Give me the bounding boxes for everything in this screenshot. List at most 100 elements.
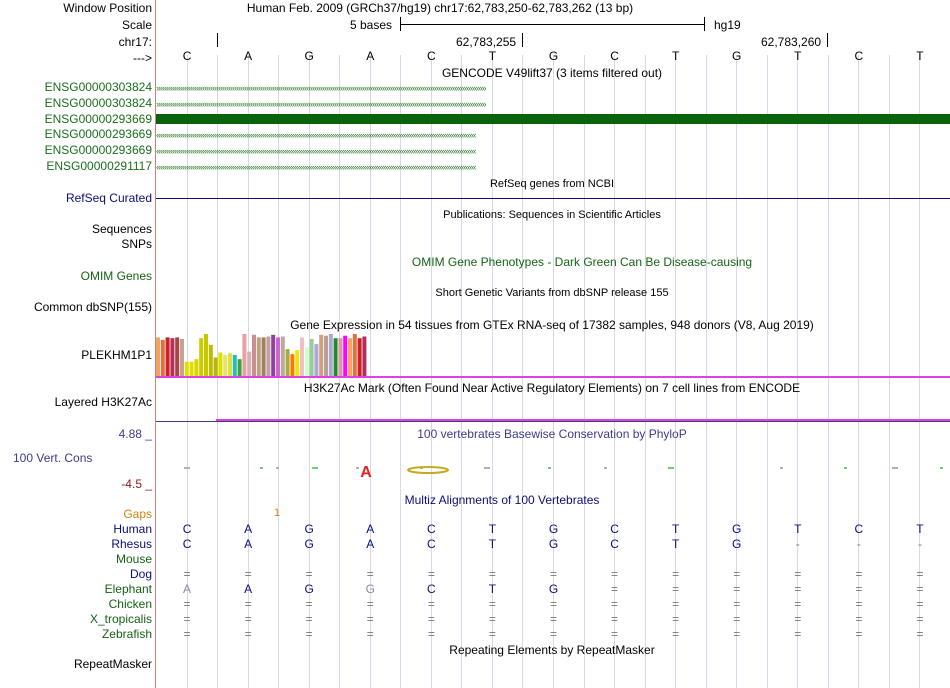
gtex-bar-chart[interactable] xyxy=(156,0,950,688)
gencode-transcript-5[interactable]: ‹‹‹‹‹‹‹‹‹‹‹‹‹‹‹‹‹‹‹‹‹‹‹‹‹‹‹‹‹‹‹‹‹‹‹‹‹‹‹‹… xyxy=(156,146,477,156)
gtex-bar[interactable] xyxy=(208,344,213,376)
gtex-bar[interactable] xyxy=(304,347,309,376)
repeatmasker-title[interactable]: Repeating Elements by RepeatMasker xyxy=(449,643,655,657)
h3k27ac-title[interactable]: H3K27Ac Mark (Often Found Near Active Re… xyxy=(303,381,801,395)
gencode-transcript-6[interactable]: ‹‹‹‹‹‹‹‹‹‹‹‹‹‹‹‹‹‹‹‹‹‹‹‹‹‹‹‹‹‹‹‹‹‹‹‹‹‹‹‹… xyxy=(156,162,477,172)
gtex-bar[interactable] xyxy=(300,337,304,376)
refseq-gene-line[interactable] xyxy=(156,198,950,199)
alignment-base: = xyxy=(611,612,619,626)
label-species-zebrafish[interactable]: Zebrafish xyxy=(101,627,152,641)
browser-track-image[interactable]: Human Feb. 2009 (GRCh37/hg19) chr17:62,7… xyxy=(156,0,950,688)
gtex-bar[interactable] xyxy=(333,338,338,376)
label-species-rhesus[interactable]: Rhesus xyxy=(111,537,152,551)
alignment-base: G xyxy=(304,522,314,536)
gencode-transcript-1[interactable]: ››››››››››››››››››››››››››››››››››››››››… xyxy=(156,83,487,93)
label-sequences[interactable]: Sequences xyxy=(91,222,152,236)
label-gencode-5[interactable]: ENSG00000293669 xyxy=(44,143,152,157)
gtex-bar[interactable] xyxy=(184,361,189,376)
gtex-bar[interactable] xyxy=(223,355,228,376)
gtex-bar[interactable] xyxy=(324,335,328,376)
gtex-bar[interactable] xyxy=(228,353,232,376)
refseq-title[interactable]: RefSeq genes from NCBI xyxy=(489,178,615,190)
gencode-title[interactable]: GENCODE V49lift37 (3 items filtered out) xyxy=(441,66,663,80)
label-species-xtropicalis[interactable]: X_tropicalis xyxy=(89,612,152,626)
label-species-mouse[interactable]: Mouse xyxy=(115,552,152,566)
alignment-base: = xyxy=(366,567,374,581)
gtex-bar[interactable] xyxy=(218,352,223,377)
gtex-bar[interactable] xyxy=(261,337,266,376)
gtex-bar[interactable] xyxy=(309,339,314,376)
alignment-base: = xyxy=(733,612,741,626)
gtex-bar[interactable] xyxy=(156,337,160,376)
gtex-bar[interactable] xyxy=(319,334,324,376)
gtex-bar[interactable] xyxy=(160,339,165,376)
gtex-bar[interactable] xyxy=(271,334,276,376)
gtex-title[interactable]: Gene Expression in 54 tissues from GTEx … xyxy=(290,318,814,332)
dbsnp-title[interactable]: Short Genetic Variants from dbSNP releas… xyxy=(435,287,669,299)
gtex-bar[interactable] xyxy=(362,336,367,377)
gtex-bar[interactable] xyxy=(194,359,199,376)
ruler-coord-1: 62,783,255 xyxy=(456,35,517,49)
gtex-bar[interactable] xyxy=(170,338,175,376)
label-snps[interactable]: SNPs xyxy=(121,237,152,251)
label-dbsnp[interactable]: Common dbSNP(155) xyxy=(33,300,152,314)
multiz-title[interactable]: Multiz Alignments of 100 Vertebrates xyxy=(404,493,600,507)
grid-line xyxy=(370,55,371,688)
gtex-bar[interactable] xyxy=(348,338,352,376)
gtex-bar[interactable] xyxy=(343,335,348,376)
gtex-bar[interactable] xyxy=(266,336,271,377)
label-repeatmasker[interactable]: RepeatMasker xyxy=(73,657,152,671)
label-cons[interactable]: 100 Vert. Cons xyxy=(13,451,93,465)
gtex-bar[interactable] xyxy=(204,334,208,376)
gtex-bar[interactable] xyxy=(180,339,184,376)
omim-title[interactable]: OMIM Gene Phenotypes - Dark Green Can Be… xyxy=(411,255,753,269)
gtex-bar[interactable] xyxy=(285,349,290,376)
gencode-exon-block[interactable] xyxy=(156,114,950,124)
label-omim[interactable]: OMIM Genes xyxy=(80,269,152,283)
gtex-bar[interactable] xyxy=(256,337,261,376)
h3k27ac-signal xyxy=(216,419,950,421)
gencode-transcript-4[interactable]: ‹‹‹‹‹‹‹‹‹‹‹‹‹‹‹‹‹‹‹‹‹‹‹‹‹‹‹‹‹‹‹‹‹‹‹‹‹‹‹‹… xyxy=(156,130,477,140)
gtex-bar[interactable] xyxy=(189,361,194,376)
gtex-bar[interactable] xyxy=(232,355,237,376)
gtex-bar[interactable] xyxy=(357,338,362,376)
phylop-title[interactable]: 100 vertebrates Basewise Conservation by… xyxy=(417,427,687,441)
gtex-bar[interactable] xyxy=(199,338,204,376)
gtex-bar[interactable] xyxy=(295,350,300,376)
label-gencode-4[interactable]: ENSG00000293669 xyxy=(44,127,152,141)
gencode-transcript-2[interactable]: ››››››››››››››››››››››››››››››››››››››››… xyxy=(156,99,487,109)
gtex-bar[interactable] xyxy=(276,337,280,376)
grid-line xyxy=(584,55,585,688)
gtex-bar[interactable] xyxy=(252,334,256,376)
label-gaps[interactable]: Gaps xyxy=(123,507,152,521)
label-species-elephant[interactable]: Elephant xyxy=(104,582,152,596)
label-species-human[interactable]: Human xyxy=(113,522,152,536)
reference-base: G xyxy=(732,49,742,63)
scale-assembly: hg19 xyxy=(714,18,741,32)
gtex-bar[interactable] xyxy=(242,334,247,376)
gtex-bar[interactable] xyxy=(338,338,343,376)
label-h3k27ac[interactable]: Layered H3K27Ac xyxy=(54,395,152,409)
gtex-bar[interactable] xyxy=(213,357,218,377)
label-gencode-6[interactable]: ENSG00000291117 xyxy=(46,159,152,173)
gtex-bar[interactable] xyxy=(247,351,252,376)
label-gtex[interactable]: PLEKHM1P1 xyxy=(81,348,152,362)
gtex-bar[interactable] xyxy=(175,337,180,376)
label-species-dog[interactable]: Dog xyxy=(129,567,152,581)
label-gencode-2[interactable]: ENSG00000303824 xyxy=(44,96,152,110)
conservation-plot[interactable]: A xyxy=(156,0,950,688)
gtex-bar[interactable] xyxy=(328,334,333,376)
gtex-bar[interactable] xyxy=(280,336,285,377)
gtex-bar[interactable] xyxy=(165,337,170,376)
gtex-bar[interactable] xyxy=(237,359,242,376)
alignment-base: = xyxy=(733,627,741,641)
gtex-bar[interactable] xyxy=(352,334,357,376)
gtex-bar[interactable] xyxy=(314,344,319,376)
pubs-title[interactable]: Publications: Sequences in Scientific Ar… xyxy=(443,209,661,221)
phylop-mark xyxy=(312,467,318,469)
gtex-bar[interactable] xyxy=(290,354,295,376)
label-gencode-1[interactable]: ENSG00000303824 xyxy=(44,80,152,94)
label-gencode-3[interactable]: ENSG00000293669 xyxy=(44,112,152,126)
label-species-chicken[interactable]: Chicken xyxy=(108,597,152,611)
label-refseq[interactable]: RefSeq Curated xyxy=(65,191,152,205)
